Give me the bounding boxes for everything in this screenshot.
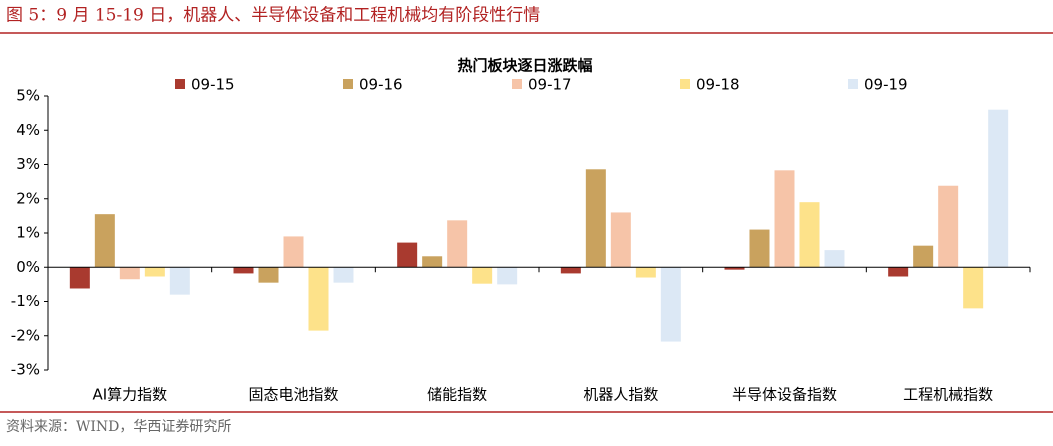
- bar: [938, 185, 959, 268]
- y-tick-label: -2%: [11, 326, 40, 344]
- x-tick-label: 储能指数: [427, 386, 487, 404]
- bar: [333, 267, 354, 283]
- bar: [988, 109, 1009, 268]
- chart-title: 热门板块逐日涨跌幅: [457, 57, 592, 75]
- bar: [119, 267, 140, 280]
- x-tick-label: 机器人指数: [583, 386, 658, 404]
- bar: [774, 170, 795, 268]
- y-tick-label: 4%: [16, 121, 40, 139]
- legend-swatch: [848, 79, 858, 89]
- bar: [724, 267, 745, 270]
- figure-title: 图 5：9 月 15-19 日，机器人、半导体设备和工程机械均有阶段性行情: [6, 6, 540, 26]
- y-tick-label: 3%: [16, 155, 40, 173]
- bar: [233, 267, 254, 274]
- bar: [69, 267, 90, 289]
- bar: [144, 267, 165, 277]
- x-tick-label: 半导体设备指数: [732, 386, 837, 404]
- bar: [308, 267, 329, 331]
- bar: [610, 212, 631, 268]
- bar: [913, 245, 934, 268]
- source: 资料来源：WIND，华西证券研究所: [6, 419, 231, 435]
- legend-swatch: [680, 79, 690, 89]
- legend-label: 09-18: [696, 76, 740, 94]
- bar: [258, 267, 279, 283]
- bar: [585, 169, 606, 268]
- bar: [422, 256, 443, 268]
- legend-label: 09-15: [191, 76, 235, 94]
- legend-swatch: [512, 79, 522, 89]
- bar: [94, 214, 115, 268]
- x-tick-label: 工程机械指数: [903, 386, 993, 404]
- legend-label: 09-16: [359, 76, 403, 94]
- bar: [560, 267, 581, 274]
- y-tick-label: -1%: [11, 292, 40, 310]
- bar: [799, 202, 820, 268]
- legend-swatch: [343, 79, 353, 89]
- y-tick-label: 5%: [16, 87, 40, 105]
- legend-label: 09-19: [864, 76, 908, 94]
- bar: [169, 267, 190, 295]
- y-tick-label: 0%: [16, 258, 40, 276]
- bar: [472, 267, 493, 284]
- bar: [963, 267, 984, 309]
- legend-label: 09-17: [528, 76, 572, 94]
- x-tick-label: 固态电池指数: [248, 386, 338, 404]
- bar: [660, 267, 681, 342]
- bar: [888, 267, 909, 277]
- bar: [397, 242, 418, 268]
- bar: [497, 267, 518, 285]
- legend-swatch: [175, 79, 185, 89]
- bar: [635, 267, 656, 278]
- bar: [283, 236, 304, 268]
- bar: [447, 220, 468, 268]
- bar: [824, 250, 845, 268]
- y-tick-label: -3%: [11, 361, 40, 379]
- y-tick-label: 1%: [16, 224, 40, 242]
- bar: [749, 229, 770, 268]
- y-tick-label: 2%: [16, 189, 40, 207]
- x-tick-label: AI算力指数: [92, 386, 167, 404]
